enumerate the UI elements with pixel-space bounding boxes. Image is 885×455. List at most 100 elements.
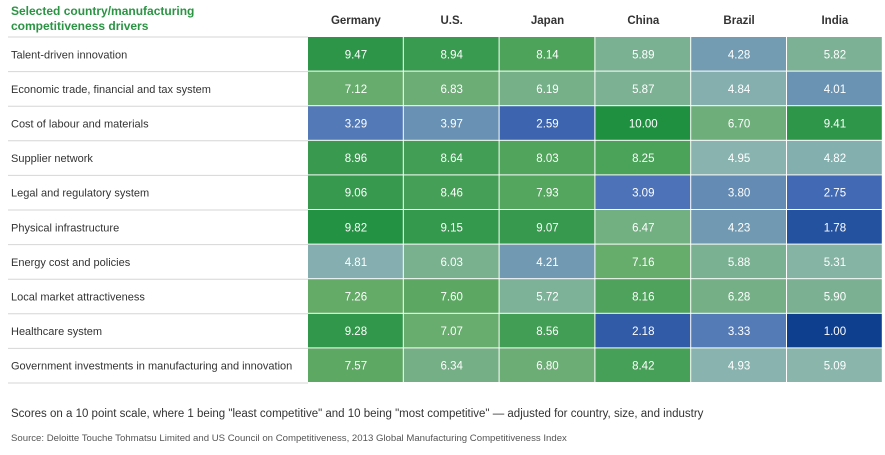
heatmap-cell [499, 175, 595, 209]
cell-value-label: 5.72 [536, 292, 558, 304]
column-header-u-s: U.S. [441, 15, 463, 27]
heatmap-cell [787, 210, 882, 244]
cell-value-label: 9.06 [345, 188, 367, 200]
row-label: Legal and regulatory system [11, 188, 149, 200]
cell-value-label: 8.42 [632, 361, 654, 373]
cell-value-label: 10.00 [629, 119, 658, 131]
cell-value-label: 8.94 [441, 49, 464, 61]
heatmap-cell [787, 348, 882, 382]
heatmap-cell [499, 244, 595, 279]
heatmap-cell [403, 175, 499, 209]
heatmap-cell [787, 71, 882, 106]
heatmap-cell [595, 210, 691, 244]
heatmap-cell [308, 106, 403, 140]
cell-value-label: 3.80 [728, 188, 750, 200]
row-label: Government investments in manufacturing … [11, 361, 292, 373]
column-header-germany: Germany [331, 15, 381, 27]
cell-value-label: 7.12 [345, 84, 367, 96]
cell-value-label: 9.28 [345, 326, 367, 338]
cell-value-label: 5.89 [632, 49, 654, 61]
cell-value-label: 1.00 [824, 326, 846, 338]
heatmap-cell [691, 106, 786, 140]
cell-value-label: 6.19 [536, 84, 558, 96]
cell-value-label: 8.16 [632, 292, 654, 304]
cell-value-label: 4.93 [728, 361, 750, 373]
heatmap-cell [308, 313, 403, 348]
cell-value-label: 3.97 [441, 119, 463, 131]
heatmap-cell [308, 175, 403, 209]
cell-value-label: 7.57 [345, 361, 367, 373]
heatmap-cell [308, 71, 403, 106]
heatmap-cell [403, 37, 499, 71]
cell-value-label: 8.56 [536, 326, 558, 338]
cell-value-label: 1.78 [824, 222, 846, 234]
heatmap-cell [499, 140, 595, 175]
cell-value-label: 9.07 [536, 222, 558, 234]
cell-value-label: 4.95 [728, 153, 750, 165]
row-label: Talent-driven innovation [11, 49, 127, 61]
cell-value-label: 8.03 [536, 153, 558, 165]
heatmap-cell [499, 348, 595, 382]
cell-value-label: 7.07 [441, 326, 463, 338]
cell-value-label: 2.18 [632, 326, 654, 338]
heatmap-cell [691, 37, 786, 71]
cell-value-label: 4.82 [824, 153, 846, 165]
heatmap-cell [403, 210, 499, 244]
heatmap-cell [595, 348, 691, 382]
heatmap-cell [595, 140, 691, 175]
cell-value-label: 3.33 [728, 326, 750, 338]
cell-value-label: 3.09 [632, 188, 654, 200]
cell-value-label: 4.28 [728, 49, 750, 61]
heatmap-cell [403, 106, 499, 140]
heatmap-cell [595, 175, 691, 209]
heatmap-cell [308, 244, 403, 279]
cell-value-label: 8.25 [632, 153, 654, 165]
heatmap-cell [691, 71, 786, 106]
cell-value-label: 6.70 [728, 119, 750, 131]
column-header-japan: Japan [531, 15, 564, 27]
cell-value-label: 5.90 [824, 292, 846, 304]
cell-value-label: 8.14 [536, 49, 559, 61]
cell-value-label: 6.47 [632, 222, 654, 234]
cell-value-label: 2.59 [536, 119, 558, 131]
row-label: Local market attractiveness [11, 292, 145, 304]
cell-value-label: 4.84 [728, 84, 751, 96]
row-label: Energy cost and policies [11, 257, 131, 269]
heatmap-cell [691, 140, 786, 175]
heatmap-cell [403, 348, 499, 382]
heatmap-cell [308, 140, 403, 175]
cell-value-label: 7.60 [441, 292, 463, 304]
cell-value-label: 6.28 [728, 292, 750, 304]
heatmap-cell [595, 37, 691, 71]
heatmap-cell [308, 279, 403, 313]
row-label: Healthcare system [11, 326, 102, 338]
heatmap-cell [787, 279, 882, 313]
cell-value-label: 5.87 [632, 84, 654, 96]
heatmap-cell [691, 244, 786, 279]
cell-value-label: 7.16 [632, 257, 654, 269]
cell-value-label: 8.46 [441, 188, 463, 200]
heatmap-cell [691, 313, 786, 348]
chart-title-line-1: Selected country/manufacturing [11, 4, 194, 18]
heatmap-cell [499, 279, 595, 313]
heatmap-cell [595, 244, 691, 279]
heatmap-cell [691, 279, 786, 313]
cell-value-label: 5.09 [824, 361, 846, 373]
cell-value-label: 9.82 [345, 222, 367, 234]
heatmap-cell [403, 313, 499, 348]
row-label: Economic trade, financial and tax system [11, 84, 211, 96]
cell-value-label: 9.47 [345, 49, 367, 61]
heatmap-cell [403, 244, 499, 279]
cell-value-label: 6.34 [441, 361, 464, 373]
cell-value-label: 3.29 [345, 119, 367, 131]
cell-value-label: 5.31 [824, 257, 846, 269]
cell-value-label: 7.26 [345, 292, 367, 304]
column-header-india: India [821, 15, 848, 27]
cell-value-label: 4.21 [536, 257, 558, 269]
source-note: Source: Deloitte Touche Tohmatsu Limited… [11, 433, 567, 444]
cell-value-label: 6.03 [441, 257, 463, 269]
heatmap-cell [499, 106, 595, 140]
chart-title-line-2: competitiveness drivers [11, 19, 149, 33]
column-header-brazil: Brazil [723, 15, 754, 27]
